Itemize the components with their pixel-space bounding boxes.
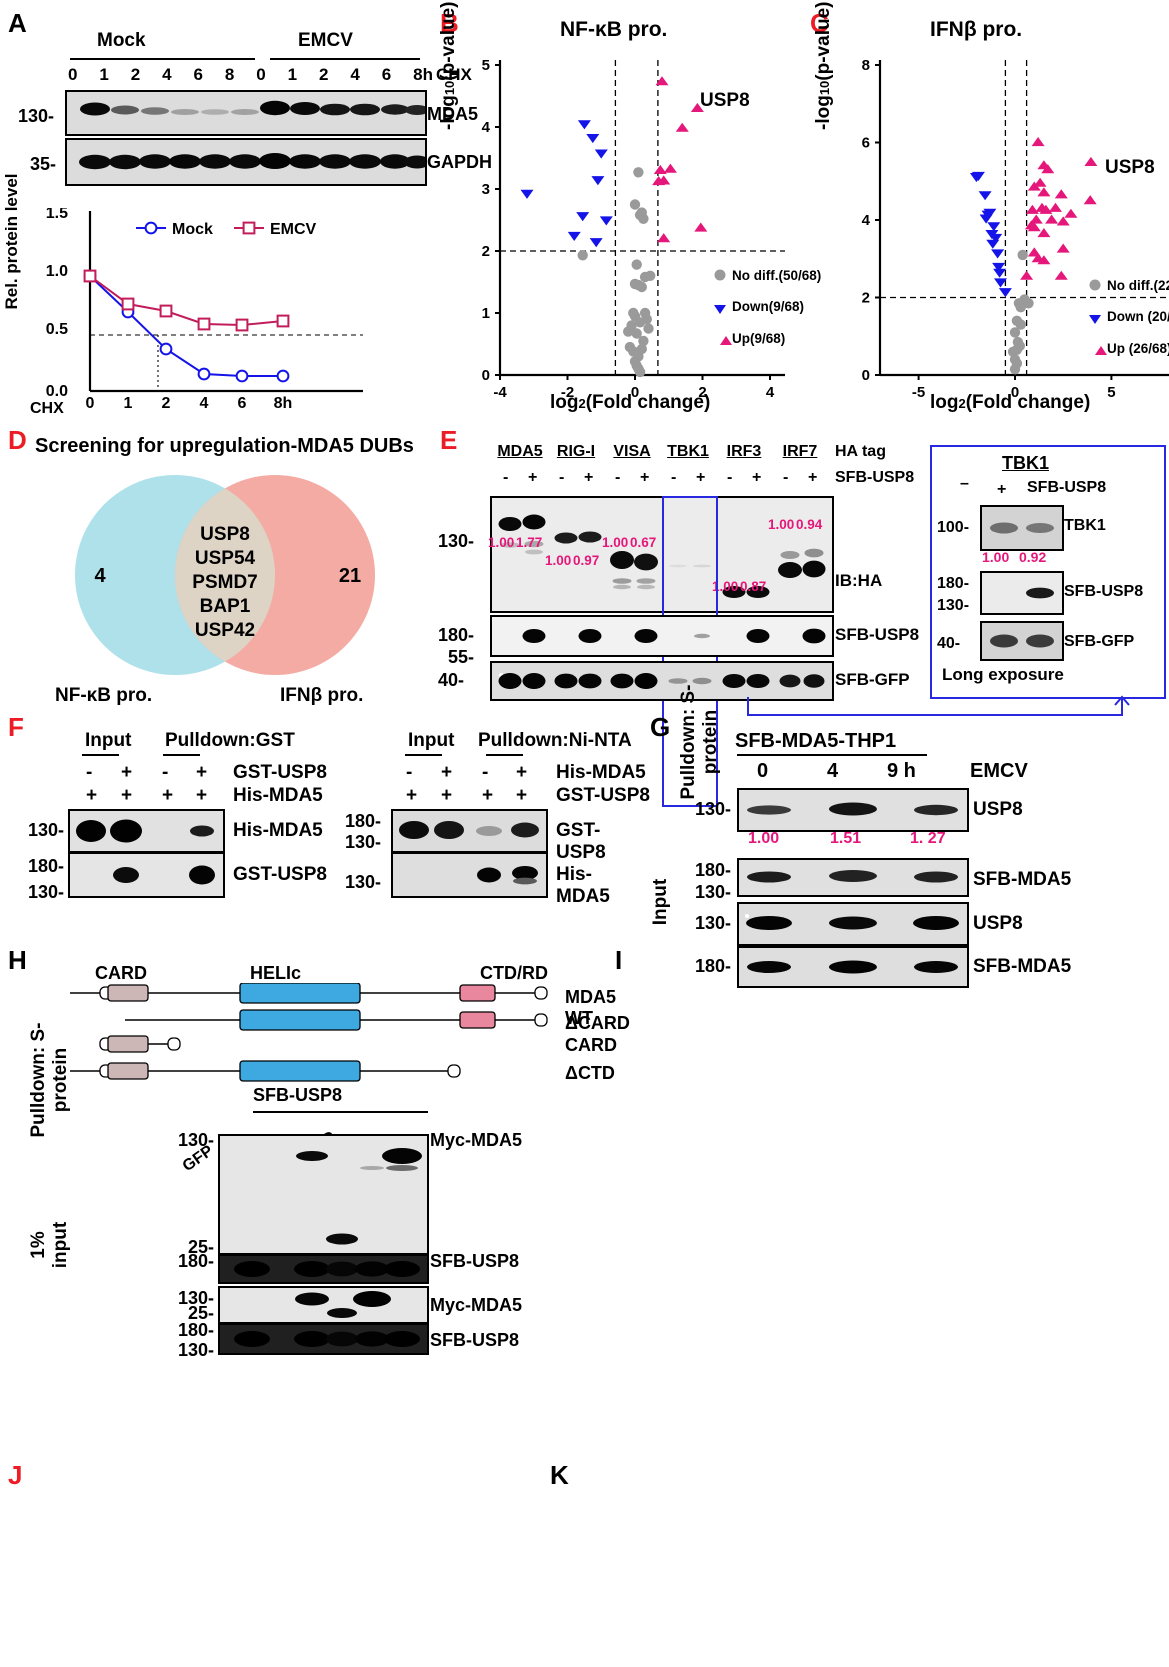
svg-text:8: 8 — [862, 57, 870, 74]
svg-text:USP42: USP42 — [195, 620, 255, 641]
svg-text:1.5: 1.5 — [46, 208, 68, 222]
svg-text:5: 5 — [482, 57, 490, 74]
svg-text:1: 1 — [482, 305, 490, 322]
svg-text:5: 5 — [1107, 384, 1115, 401]
svg-text:Mock: Mock — [172, 221, 213, 238]
svg-text:Up (26/68): Up (26/68) — [1107, 341, 1169, 356]
svg-text:8h: 8h — [274, 395, 293, 412]
svg-text:USP8: USP8 — [1105, 157, 1155, 178]
svg-text:Down (20/68): Down (20/68) — [1107, 309, 1169, 324]
svg-text:0: 0 — [86, 395, 95, 412]
svg-text:USP8: USP8 — [200, 524, 250, 545]
svg-text:4: 4 — [94, 565, 106, 587]
svg-text:6: 6 — [862, 135, 870, 152]
svg-text:2: 2 — [862, 290, 870, 307]
svg-text:Down(9/68): Down(9/68) — [732, 299, 804, 314]
svg-text:1.0: 1.0 — [46, 263, 68, 280]
svg-text:USP8: USP8 — [700, 90, 750, 111]
svg-text:3: 3 — [482, 181, 490, 198]
svg-text:4: 4 — [200, 395, 209, 412]
svg-text:2: 2 — [482, 243, 490, 260]
svg-text:4: 4 — [766, 384, 775, 401]
svg-text:USP54: USP54 — [195, 548, 256, 569]
svg-text:-4: -4 — [493, 384, 507, 401]
svg-text:-5: -5 — [912, 384, 925, 401]
svg-text:CHX: CHX — [30, 400, 64, 415]
svg-text:BAP1: BAP1 — [200, 596, 251, 617]
svg-text:4: 4 — [482, 119, 491, 136]
svg-text:21: 21 — [339, 565, 361, 587]
svg-text:0: 0 — [862, 367, 870, 384]
svg-text:Up(9/68): Up(9/68) — [732, 331, 785, 346]
svg-text:No diff.(22/68): No diff.(22/68) — [1107, 278, 1169, 293]
svg-text:PSMD7: PSMD7 — [192, 572, 257, 593]
svg-text:4: 4 — [862, 212, 871, 229]
svg-text:0.5: 0.5 — [46, 321, 68, 338]
svg-text:0.0: 0.0 — [46, 383, 68, 400]
svg-text:EMCV: EMCV — [270, 221, 317, 238]
svg-text:1: 1 — [124, 395, 133, 412]
svg-text:6: 6 — [238, 395, 247, 412]
svg-text:2: 2 — [162, 395, 171, 412]
svg-text:0: 0 — [482, 367, 490, 384]
